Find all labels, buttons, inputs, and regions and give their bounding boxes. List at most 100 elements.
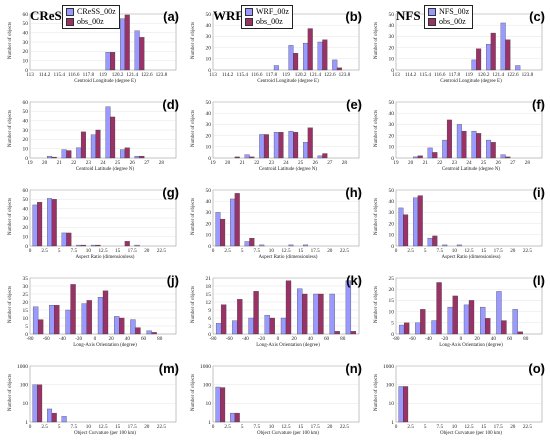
chart-panel: 1 10 100 1000 0 2.5 5 7.5 10 12.5 15 17.5 20 22.5 Obje… bbox=[0, 352, 183, 440]
x-tick-label: -40 bbox=[59, 336, 66, 342]
x-tick-label: 2.5 bbox=[407, 248, 414, 254]
y-tick-label: 10 bbox=[389, 145, 395, 151]
panel-letter: (d) bbox=[162, 97, 179, 112]
x-tick-label: 21 bbox=[57, 160, 63, 166]
y-tick-label: 0 bbox=[391, 156, 394, 162]
y-tick-label: 10 bbox=[389, 57, 395, 63]
bar-obs bbox=[490, 142, 496, 159]
y-tick-label: 20 bbox=[389, 221, 395, 227]
y-tick-label: 12 bbox=[206, 300, 212, 306]
bar-model bbox=[215, 212, 221, 247]
bar-obs bbox=[322, 153, 328, 159]
y-axis-label: Number of objects bbox=[191, 109, 197, 148]
x-tick-label: 21 bbox=[240, 160, 246, 166]
x-tick-label: 10 bbox=[86, 248, 92, 254]
legend: CReSS_00z obs_00z bbox=[62, 5, 120, 29]
x-tick-label: 7.5 bbox=[71, 424, 78, 430]
y-tick-label: 100 bbox=[386, 382, 395, 388]
legend: NFS_00z obs_00z bbox=[424, 5, 474, 29]
bar-obs bbox=[485, 318, 491, 335]
x-tick-label: 26 bbox=[496, 160, 502, 166]
bar-model bbox=[471, 59, 477, 71]
y-tick-label: 50 bbox=[389, 12, 395, 18]
bar-obs bbox=[505, 39, 511, 71]
y-tick-label: 20 bbox=[206, 133, 212, 139]
y-tick-label: 30 bbox=[206, 34, 212, 40]
bar-model bbox=[61, 416, 67, 423]
bar-model bbox=[130, 319, 136, 335]
y-tick-label: 30 bbox=[389, 210, 395, 216]
x-tick-label: 23 bbox=[452, 160, 458, 166]
x-tick-label: 5 bbox=[424, 424, 427, 430]
x-tick-label: 5 bbox=[58, 248, 61, 254]
y-tick-label: 30 bbox=[389, 122, 395, 128]
bar-model bbox=[97, 297, 104, 335]
bar-obs bbox=[476, 48, 482, 71]
bar-obs bbox=[446, 119, 452, 159]
bar-obs bbox=[285, 280, 292, 335]
panel-letter: (b) bbox=[345, 9, 362, 24]
y-tick-label: 0 bbox=[208, 68, 211, 74]
bar-model bbox=[61, 149, 67, 159]
x-axis-label: Aspect Ratio (dimensionless) bbox=[75, 255, 135, 260]
y-tick-label: 30 bbox=[206, 210, 212, 216]
bar-obs bbox=[253, 291, 259, 335]
x-tick-label: -40 bbox=[425, 336, 432, 342]
y-tick-label: 60 bbox=[23, 100, 29, 106]
y-tick-label: 20 bbox=[206, 221, 212, 227]
bar-model bbox=[431, 320, 437, 335]
y-tick-label: 10 bbox=[206, 145, 212, 151]
y-tick-label: 50 bbox=[23, 109, 29, 115]
legend-label: obs_00z bbox=[256, 17, 283, 26]
chart-panel: 0 10 20 30 40 50 60 0 2.5 5 7.5 10 12.5 15 17.5 20 22.5 A… bbox=[0, 176, 183, 264]
bar-model bbox=[413, 156, 419, 159]
x-tick-label: 120.2 bbox=[112, 72, 124, 78]
x-tick-label: 22 bbox=[437, 160, 443, 166]
bar-model bbox=[413, 197, 419, 247]
bar-model bbox=[303, 42, 309, 71]
x-tick-label: 0 bbox=[212, 248, 215, 254]
x-tick-label: 114.2 bbox=[405, 72, 417, 78]
y-tick-label: 10 bbox=[389, 309, 395, 315]
chart-panel: 0 10 20 30 40 50 60 113 114.2 115.4 116.6 117.8 119 1… bbox=[0, 0, 183, 88]
panel-letter: (j) bbox=[166, 273, 179, 288]
x-tick-label: 7.5 bbox=[254, 248, 261, 254]
x-tick-label: 27 bbox=[510, 160, 516, 166]
x-tick-label: 113 bbox=[26, 72, 34, 78]
y-axis-label: Number of objects bbox=[374, 109, 380, 148]
bar-obs bbox=[151, 332, 157, 335]
x-tick-label: 7.5 bbox=[437, 424, 444, 430]
bar-model bbox=[105, 52, 111, 71]
chart-panel: 0 10 20 30 40 50 0 2.5 5 7.5 10 12.5 15 17.5 20 22.5 Asp… bbox=[366, 176, 549, 264]
x-tick-label: 10 bbox=[269, 424, 275, 430]
bar-obs bbox=[66, 150, 72, 159]
bar-model bbox=[398, 207, 404, 247]
bar-obs bbox=[461, 130, 467, 159]
chart-svg: 1 10 100 1000 0 2.5 5 7.5 10 12.5 15 17.5 20 22.5 bbox=[17, 364, 177, 430]
bar-model bbox=[500, 154, 506, 159]
bar-obs bbox=[124, 241, 130, 247]
x-tick-label: 12.5 bbox=[98, 248, 107, 254]
bar-model bbox=[273, 65, 279, 71]
x-tick-label: 120.2 bbox=[295, 72, 307, 78]
x-axis-label: Object Curvature (per 100 km) bbox=[440, 431, 502, 436]
bar-model bbox=[480, 306, 486, 335]
x-tick-label: 25 bbox=[115, 160, 121, 166]
bar-obs bbox=[124, 14, 130, 71]
y-tick-label: 10 bbox=[206, 57, 212, 63]
x-tick-label: 40 bbox=[125, 336, 131, 342]
bar-model bbox=[303, 244, 309, 247]
x-tick-label: 20 bbox=[225, 160, 231, 166]
bar-model bbox=[463, 304, 470, 335]
bar-model bbox=[105, 106, 111, 159]
y-tick-label: 1000 bbox=[200, 364, 211, 370]
y-tick-label: 10 bbox=[389, 401, 395, 407]
bar-obs bbox=[293, 132, 299, 159]
y-axis-label: Number of objects bbox=[374, 21, 380, 60]
x-tick-label: 20 bbox=[292, 336, 298, 342]
x-tick-label: 20 bbox=[42, 160, 48, 166]
panel-letter: (i) bbox=[532, 185, 545, 200]
x-tick-label: 117.8 bbox=[83, 72, 95, 78]
x-tick-label: 25 bbox=[481, 160, 487, 166]
